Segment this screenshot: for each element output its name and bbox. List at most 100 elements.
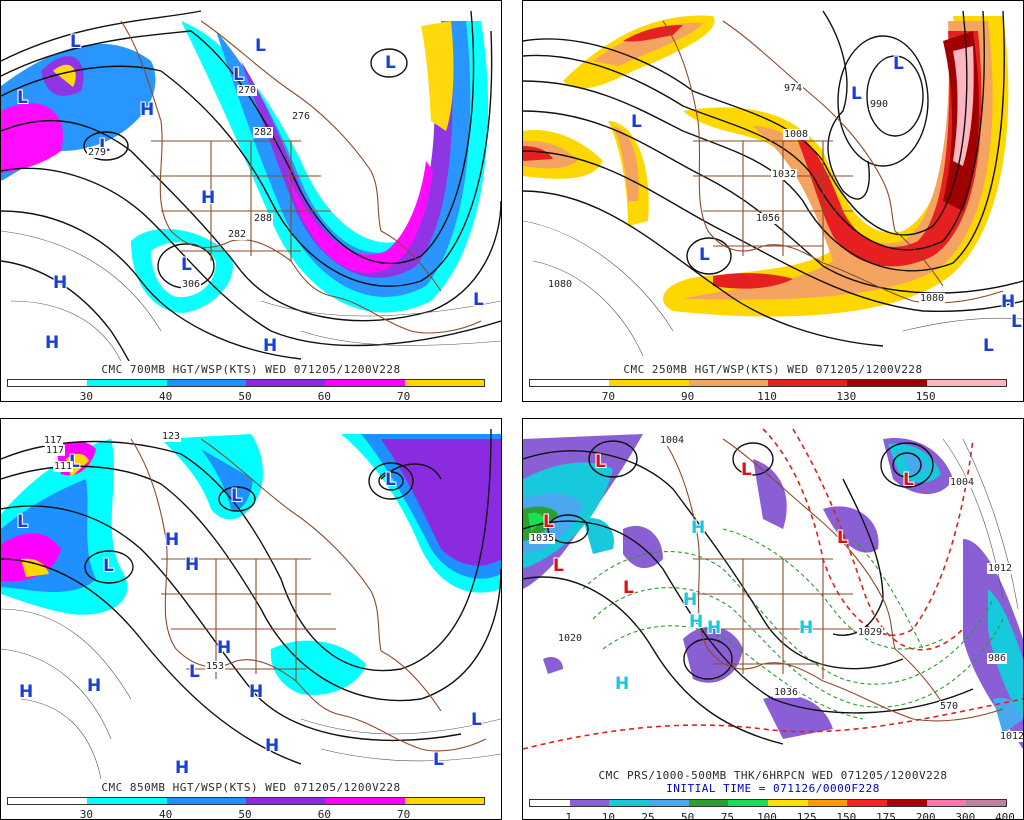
high-pressure-label: H xyxy=(1001,292,1016,312)
contour-value-label: 117 xyxy=(43,435,64,446)
contour-value-label: 123 xyxy=(161,431,182,442)
colorbar-tick-label: 175 xyxy=(876,811,896,820)
low-pressure-label: L xyxy=(189,662,200,682)
low-pressure-label: L xyxy=(471,710,482,730)
contour-value-label: 986 xyxy=(987,653,1008,664)
high-pressure-label: H xyxy=(707,618,722,638)
colorbar-tick-label: 50 xyxy=(681,811,695,820)
map-250mb xyxy=(523,10,1023,357)
colorbar-segment xyxy=(728,800,769,806)
colorbar-tick-label: 30 xyxy=(79,390,93,402)
low-pressure-label: L xyxy=(851,84,862,104)
map-850mb xyxy=(1,428,501,779)
contour-value-label: 306 xyxy=(181,279,202,290)
low-pressure-label: L xyxy=(385,53,396,73)
colorbar-segment xyxy=(530,380,610,386)
colorbar-segment xyxy=(847,380,927,386)
colorbar-tick-label: 70 xyxy=(397,390,411,402)
colorbar-tick-label: 150 xyxy=(836,811,857,820)
colorbar-segment xyxy=(609,800,650,806)
low-pressure-label: L xyxy=(1011,312,1022,332)
colorbar-segment xyxy=(649,800,689,806)
colorbar-segment xyxy=(966,800,1007,806)
low-pressure-label: L xyxy=(255,36,266,56)
colorbar-segment xyxy=(767,380,848,386)
high-pressure-label: H xyxy=(689,612,704,632)
high-pressure-label: H xyxy=(683,590,698,610)
panel-prs-thk: L L L L L L L H H H H H H 1004 1035 1020 1029 1036 1004 101… xyxy=(522,418,1024,820)
contour-value-label: 990 xyxy=(869,99,890,110)
colorbar-tick-label: 400 xyxy=(995,811,1015,820)
colorbar-tick-label: 25 xyxy=(641,811,655,820)
colorbar-tick-label: 70 xyxy=(397,808,411,820)
high-pressure-label: H xyxy=(691,518,706,538)
colorbar-tick-label: 50 xyxy=(238,808,252,820)
low-pressure-label: L xyxy=(231,486,242,506)
low-pressure-label: L xyxy=(553,556,564,576)
colorbar-tick-label: 60 xyxy=(317,390,331,402)
high-pressure-label: H xyxy=(45,333,60,353)
colorbar-segment xyxy=(926,800,967,806)
map-700mb xyxy=(1,10,501,361)
colorbar-segment xyxy=(847,800,888,806)
colorbar-tick-label: 40 xyxy=(159,390,173,402)
contour-value-label: 276 xyxy=(291,111,312,122)
high-pressure-label: H xyxy=(263,336,278,356)
contour-value-label: 288 xyxy=(253,213,274,224)
colorbar-segment xyxy=(609,380,689,386)
colorbar-tick-label: 50 xyxy=(238,390,252,402)
low-pressure-label: L xyxy=(741,460,752,480)
colorbar-segment xyxy=(8,798,88,804)
contour-value-label: 1035 xyxy=(529,533,556,544)
panel-250mb: L L L L H L L 974 990 1008 1032 1056 1080 1080 CMC 25… xyxy=(522,0,1024,402)
high-pressure-label: H xyxy=(201,188,216,208)
contour-value-label: 1020 xyxy=(557,633,584,644)
contour-value-label: 1080 xyxy=(919,293,946,304)
panel-title-250mb: CMC 250MB HGT/WSP(KTS) WED 071205/1200V2… xyxy=(623,363,923,376)
colorbar-tick-label: 70 xyxy=(601,390,615,402)
colorbar-tick-label: 300 xyxy=(955,811,976,820)
low-pressure-label: L xyxy=(903,470,914,490)
low-pressure-label: L xyxy=(631,112,642,132)
colorbar-850mb xyxy=(7,797,485,805)
colorbar-segment xyxy=(325,798,405,804)
colorbar-prs-thk xyxy=(529,799,1007,807)
high-pressure-label: H xyxy=(185,555,200,575)
colorbar-tick-label: 110 xyxy=(757,390,777,402)
low-pressure-label: L xyxy=(17,88,28,108)
colorbar-segment xyxy=(926,380,1006,386)
low-pressure-label: L xyxy=(595,452,606,472)
colorbar-tick-label: 200 xyxy=(915,811,936,820)
colorbar-tick-label: 60 xyxy=(317,808,331,820)
colorbar-segment xyxy=(404,798,484,804)
panel-title-700mb: CMC 700MB HGT/WSP(KTS) WED 071205/1200V2… xyxy=(101,363,401,376)
contour-value-label: 570 xyxy=(939,701,960,712)
contour-value-label: 1056 xyxy=(755,213,782,224)
low-pressure-label: L xyxy=(433,750,444,770)
high-pressure-label: H xyxy=(615,674,630,694)
contour-value-label: 153 xyxy=(205,661,226,672)
colorbar-tick-label: 90 xyxy=(681,390,695,402)
contour-value-label: 1004 xyxy=(659,435,686,446)
panel-title-prs-thk: CMC PRS/1000-500MB THK/6HRPCN WED 071205… xyxy=(598,769,948,782)
colorbar-segment xyxy=(87,798,167,804)
contour-value-label: 1032 xyxy=(771,169,798,180)
colorbar-tick-label: 1 xyxy=(565,811,572,820)
contour-value-label: 974 xyxy=(783,83,804,94)
colorbar-tick-label: 10 xyxy=(601,811,615,820)
contour-value-label: 1080 xyxy=(547,279,574,290)
colorbar-tick-label: 100 xyxy=(757,811,777,820)
colorbar-tick-label: 130 xyxy=(836,390,857,402)
contour-value-label: 279 xyxy=(87,147,108,158)
colorbar-tick-label: 150 xyxy=(915,390,936,402)
colorbar-700mb xyxy=(7,379,485,387)
colorbar-segment xyxy=(8,380,88,386)
low-pressure-label: L xyxy=(473,290,484,310)
low-pressure-label: L xyxy=(17,512,28,532)
colorbar-tick-label: 125 xyxy=(796,811,817,820)
high-pressure-label: H xyxy=(19,682,34,702)
panel-subtitle-prs-thk: INITIAL TIME = 071126/0000F228 xyxy=(666,782,880,795)
colorbar-tick-label: 75 xyxy=(720,811,734,820)
low-pressure-label: L xyxy=(893,54,904,74)
contour-value-label: 282 xyxy=(227,229,248,240)
